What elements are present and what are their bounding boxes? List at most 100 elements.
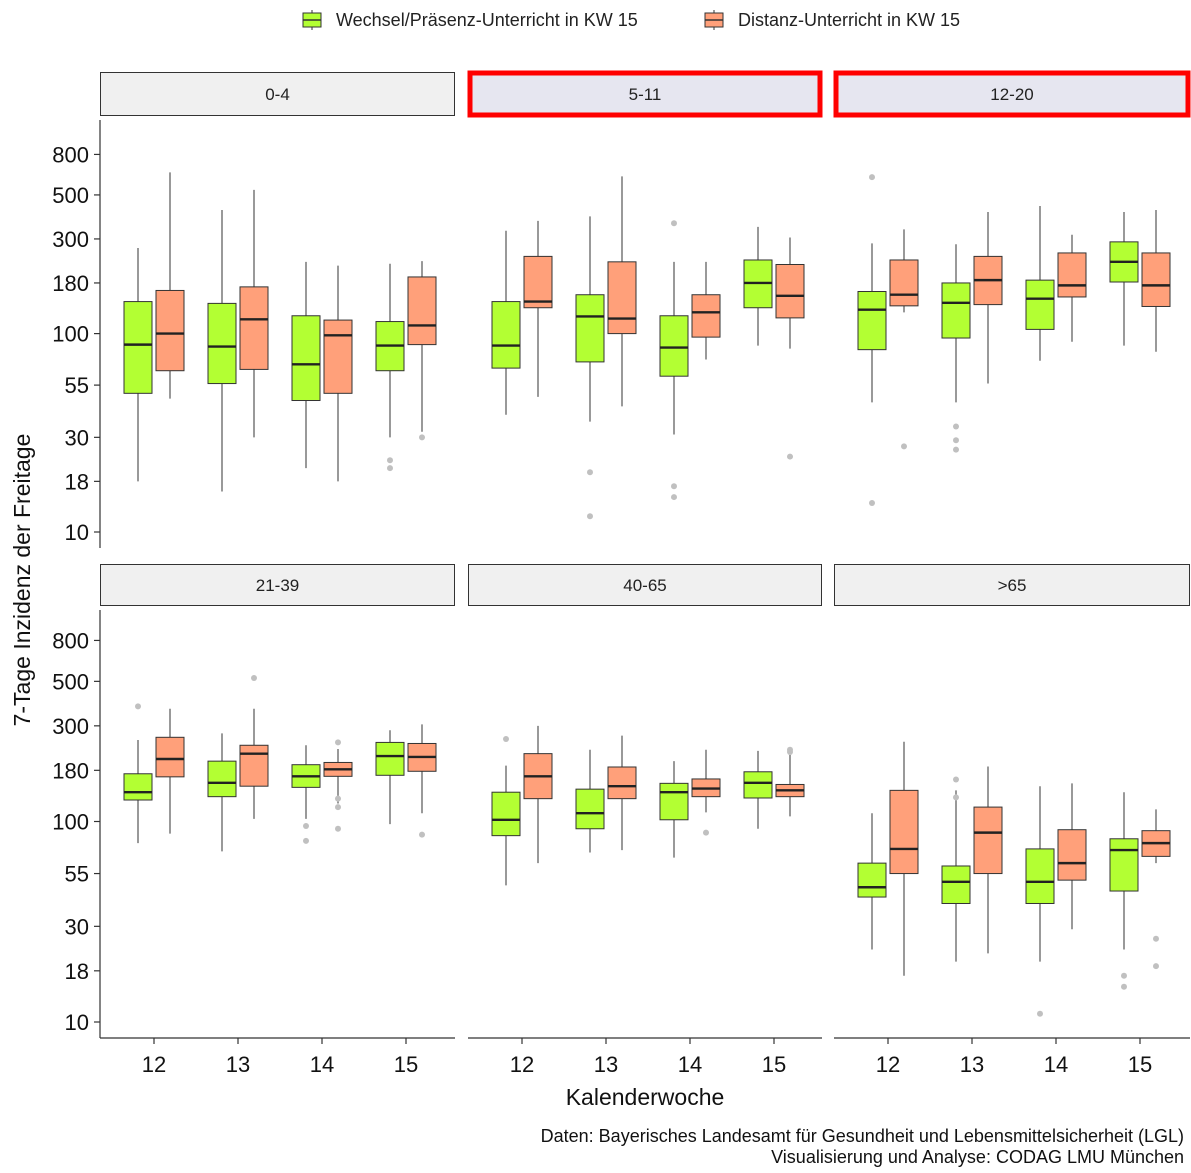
box-iqr <box>857 862 887 898</box>
x-tick-label: 15 <box>394 1052 418 1077</box>
boxplot-box <box>889 229 919 450</box>
boxplot-box <box>407 261 437 441</box>
outlier-point <box>335 804 341 811</box>
outlier-point <box>419 831 425 838</box>
outlier-point <box>953 776 959 783</box>
outlier-point <box>387 465 393 472</box>
outlier-point <box>503 735 509 742</box>
y-tick-label: 800 <box>52 628 89 653</box>
box-iqr <box>607 766 637 800</box>
x-tick-label: 14 <box>310 1052 334 1077</box>
facet-strip <box>834 564 1190 606</box>
outlier-point <box>303 837 309 844</box>
boxplot-box <box>239 674 269 819</box>
x-axis-title: Kalenderwoche <box>566 1084 725 1110</box>
y-tick-label: 18 <box>65 959 89 984</box>
outlier-point <box>135 703 141 710</box>
boxplot-box <box>1025 205 1055 361</box>
boxplot-box <box>155 708 185 834</box>
y-tick-label: 180 <box>52 758 89 783</box>
outlier-point <box>335 825 341 832</box>
facet-strip-label: 5-11 <box>629 85 662 104</box>
x-tick-label: 14 <box>678 1052 702 1077</box>
boxplot-box <box>1057 783 1087 930</box>
boxplot-box <box>973 212 1003 384</box>
facet-panel: 12-20 <box>833 70 1191 507</box>
box-iqr <box>123 301 153 394</box>
box-iqr <box>1057 829 1087 881</box>
y-tick-label: 500 <box>52 183 89 208</box>
outlier-point <box>787 453 793 460</box>
outlier-point <box>953 437 959 444</box>
boxplot-box <box>1109 792 1139 990</box>
box-iqr <box>239 286 269 370</box>
box-iqr <box>575 788 605 830</box>
boxplot-box <box>941 244 971 453</box>
facet-strip <box>100 72 455 116</box>
box-iqr <box>155 289 185 372</box>
y-tick-label: 800 <box>52 142 89 167</box>
box-iqr <box>1141 252 1171 307</box>
outlier-point <box>1121 972 1127 979</box>
y-tick-label: 18 <box>65 469 89 494</box>
boxplot-box <box>775 746 805 817</box>
boxplot-box <box>1141 809 1171 970</box>
box-iqr <box>1025 848 1055 904</box>
y-tick-label: 10 <box>65 520 89 545</box>
y-tick-label: 55 <box>65 373 89 398</box>
box-iqr <box>207 302 237 385</box>
boxplot-box <box>743 750 773 829</box>
outlier-point <box>953 446 959 453</box>
boxplot-box <box>1109 212 1139 346</box>
outlier-point <box>587 469 593 476</box>
facet-strip <box>468 564 822 606</box>
legend-label: Wechsel/Präsenz-Unterricht in KW 15 <box>336 10 638 30</box>
box-iqr <box>123 773 153 801</box>
boxplot-box <box>123 703 153 844</box>
box-iqr <box>155 736 185 778</box>
box-iqr <box>1025 279 1055 330</box>
x-tick-label: 12 <box>876 1052 900 1077</box>
boxplot-box <box>291 745 321 844</box>
boxplot-box <box>743 226 773 346</box>
box-iqr <box>743 771 773 799</box>
y-tick-label: 300 <box>52 227 89 252</box>
box-iqr <box>491 791 521 837</box>
box-iqr <box>291 315 321 402</box>
x-tick-label: 15 <box>1128 1052 1152 1077</box>
box-iqr <box>973 806 1003 875</box>
y-tick-label: 30 <box>65 914 89 939</box>
x-tick-label: 13 <box>960 1052 984 1077</box>
outlier-point <box>671 483 677 490</box>
boxplot-box <box>155 172 185 399</box>
box-iqr <box>607 261 637 335</box>
caption-credit: Visualisierung und Analyse: CODAG LMU Mü… <box>771 1147 1184 1167</box>
y-tick-label: 300 <box>52 714 89 739</box>
boxplot-box <box>691 261 721 360</box>
boxplot-box <box>1141 209 1171 352</box>
boxplot-box <box>857 813 887 950</box>
boxplot-box <box>407 724 437 838</box>
boxplot-box <box>775 237 805 460</box>
x-tick-label: 13 <box>226 1052 250 1077</box>
y-tick-label: 500 <box>52 669 89 694</box>
boxplot-box <box>575 749 605 853</box>
boxplot-box <box>659 220 689 501</box>
box-iqr <box>691 294 721 338</box>
boxplot-box <box>659 761 689 858</box>
facet-strip-highlight <box>833 70 1191 118</box>
outlier-point <box>1153 935 1159 942</box>
outlier-point <box>587 513 593 520</box>
boxplot-box <box>239 189 269 438</box>
boxplot-box <box>491 230 521 415</box>
box-iqr <box>523 255 553 309</box>
facet-panel: 40-65 12 13 14 15 <box>468 564 822 1077</box>
boxplot-box <box>1025 786 1055 1017</box>
facet-strip-label: >65 <box>998 576 1027 595</box>
outlier-point <box>335 739 341 746</box>
boxplot-box <box>889 741 919 976</box>
boxplot-box <box>323 739 353 832</box>
boxplot-box <box>323 265 353 482</box>
box-iqr <box>889 789 919 875</box>
y-axis-title: 7-Tage Inzidenz der Freitage <box>9 434 35 727</box>
